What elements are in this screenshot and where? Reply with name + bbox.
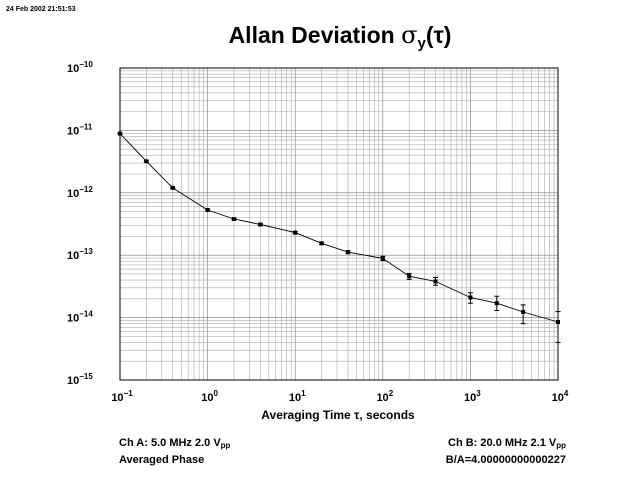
y-tick-label: 10−11 — [67, 122, 93, 137]
averaged-phase-text: Averaged Phase — [119, 454, 205, 466]
x-tick-label: 103 — [464, 389, 481, 404]
data-point — [556, 320, 560, 325]
chart-title-sigma: σ — [401, 21, 417, 49]
y-tick-labels: 10−10 10−11 10−12 10−13 10−14 10−15 — [67, 60, 93, 387]
channel-b-sub: pp — [556, 441, 566, 450]
chart-title-tail: (τ) — [426, 22, 452, 48]
channel-b-text: Ch B: 20.0 MHz 2.1 V — [448, 437, 557, 449]
x-tick-label: 104 — [552, 389, 569, 404]
data-point — [170, 185, 175, 190]
data-point — [118, 131, 122, 136]
chart-title: Allan Deviation σy(τ) — [229, 21, 452, 52]
ratio-text: B/A=4.00000000000227 — [445, 454, 566, 466]
plot-border — [119, 67, 559, 381]
channel-a-info: Ch A: 5.0 MHz 2.0 Vpp — [119, 436, 230, 453]
data-point — [293, 230, 298, 235]
channel-b-info: Ch B: 20.0 MHz 2.1 Vpp — [446, 436, 566, 453]
footer-right: Ch B: 20.0 MHz 2.1 Vpp B/A=4.00000000000… — [446, 436, 566, 467]
data-point — [231, 217, 236, 222]
x-tick-label: 10−1 — [111, 389, 133, 404]
timestamp: 24 Feb 2002 21:51:53 — [6, 6, 76, 13]
y-tick-label: 10−12 — [67, 185, 93, 200]
y-tick-label: 10−14 — [67, 310, 93, 325]
data-point — [433, 279, 438, 284]
chart-title-sub: y — [418, 35, 427, 52]
x-axis-label: Averaging Time τ, seconds — [261, 408, 415, 422]
x-tick-label: 100 — [201, 389, 218, 404]
plot-frame — [119, 67, 559, 381]
data-point — [380, 256, 385, 261]
plot-grid — [119, 68, 558, 381]
channel-a-sub: pp — [220, 441, 231, 450]
data-point — [345, 250, 350, 255]
x-tick-label: 102 — [376, 389, 393, 404]
y-tick-label: 10−13 — [67, 247, 93, 262]
data-point — [468, 295, 473, 300]
data-point — [258, 222, 263, 227]
data-point — [144, 159, 149, 164]
data-point — [494, 301, 499, 306]
chart-title-main: Allan Deviation — [229, 22, 395, 48]
footer-left: Ch A: 5.0 MHz 2.0 Vpp Averaged Phase — [119, 436, 230, 467]
data-point — [521, 309, 526, 314]
x-tick-labels: 10−1 100 101 102 103 104 — [111, 389, 569, 404]
data-series — [117, 131, 561, 343]
data-point — [319, 241, 324, 246]
y-tick-label: 10−15 — [67, 372, 93, 387]
data-point — [407, 274, 412, 279]
series-line — [119, 133, 559, 323]
y-tick-label: 10−10 — [67, 60, 93, 75]
data-point — [205, 208, 210, 213]
x-tick-label: 101 — [289, 389, 306, 404]
channel-a-text: Ch A: 5.0 MHz 2.0 V — [119, 437, 221, 449]
